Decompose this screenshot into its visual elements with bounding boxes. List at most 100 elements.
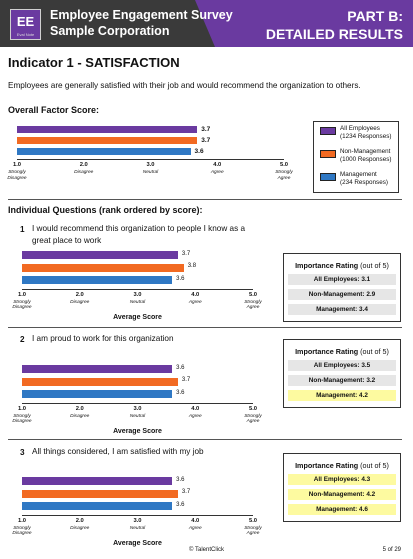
importance-title: Importance Rating (out of 5) <box>295 347 389 356</box>
tick-caption: Disagree <box>70 413 90 419</box>
legend-swatch-blue <box>320 173 336 181</box>
tick-caption: Strongly Disagree <box>7 170 27 181</box>
tick-caption: Strongly Disagree <box>12 299 32 311</box>
importance-row: Management: 4.6 <box>288 504 396 515</box>
legend: All Employees (1234 Responses) Non-Manag… <box>313 121 399 193</box>
tick-label: 1.0 <box>12 162 22 168</box>
tick-caption: Neutral <box>129 299 146 305</box>
question-divider <box>8 439 402 440</box>
bar <box>22 251 178 259</box>
bar-value: 3.6 <box>194 147 204 155</box>
question-divider <box>8 327 402 328</box>
bar <box>22 276 173 284</box>
tick-caption: Neutral <box>129 413 146 419</box>
bar-value: 3.7 <box>181 377 191 383</box>
bar <box>22 489 178 498</box>
legend-label-line1: All Employees <box>340 125 380 132</box>
question-number: 1 <box>20 225 25 234</box>
x-axis <box>17 159 284 160</box>
question-text: I am proud to work for this organization <box>32 334 174 343</box>
tick-label: 4.0 <box>191 517 200 524</box>
bar-value: 3.7 <box>201 125 211 133</box>
bar-value: 3.7 <box>201 136 211 144</box>
tick-label: 1.0 <box>17 291 27 298</box>
tick-caption: Strongly Disagree <box>12 413 32 425</box>
question-text: All things considered, I am satisfied wi… <box>32 447 204 456</box>
tick-label: 3.0 <box>146 162 155 168</box>
bar <box>22 477 173 485</box>
tick-caption: Neutral <box>129 525 146 531</box>
legend-label-line2: (1000 Responses) <box>340 156 392 163</box>
bar-value: 3.7 <box>181 489 191 495</box>
importance-box: Importance Rating (out of 5) All Employe… <box>283 339 401 408</box>
report-title: Employee Engagement Survey Sample Corpor… <box>50 8 233 39</box>
x-axis <box>22 288 253 290</box>
tick-caption: Agree <box>210 170 224 175</box>
tick-caption: Strongly Agree <box>275 170 293 181</box>
tick-caption: Strongly Agree <box>244 413 262 425</box>
tick-caption: Agree <box>188 525 202 531</box>
logo: EE Eval Note <box>10 9 41 40</box>
tick-label: 1.0 <box>17 517 27 524</box>
tick-caption: Strongly Disagree <box>12 525 32 537</box>
tick-caption: Strongly Agree <box>244 299 262 311</box>
tick-caption: Strongly Agree <box>244 525 262 537</box>
tick-label: 4.0 <box>191 291 200 298</box>
tick-caption: Disagree <box>74 170 94 175</box>
importance-row: Non-Management: 2.9 <box>288 289 396 300</box>
tick-label: 4.0 <box>213 162 222 168</box>
legend-label: All Employees (1234 Responses) <box>340 125 400 141</box>
tick-label: 5.0 <box>279 162 289 168</box>
x-axis <box>22 402 253 404</box>
question-number: 2 <box>20 335 25 344</box>
legend-label-line2: (234 Responses) <box>340 179 388 186</box>
bar <box>22 502 173 510</box>
importance-row: Management: 4.2 <box>288 390 396 401</box>
bar-value: 3.6 <box>176 501 185 508</box>
x-axis <box>22 514 253 516</box>
question-text-line1: I would recommend this organization to p… <box>32 224 245 233</box>
tick-label: 2.0 <box>75 291 84 298</box>
report-title-line1: Employee Engagement Survey <box>50 8 233 22</box>
tick-label: 3.0 <box>133 291 142 298</box>
logo-subtext: Eval Note <box>16 32 35 37</box>
question-number: 3 <box>20 448 25 457</box>
tick-caption: Disagree <box>70 525 90 531</box>
tick-caption: Agree <box>188 299 202 305</box>
axis-title: Average Score <box>113 427 162 435</box>
bar <box>22 263 184 272</box>
legend-label: Non-Management (1000 Responses) <box>340 148 400 164</box>
tick-label: 3.0 <box>133 517 142 524</box>
tick-label: 2.0 <box>79 162 88 168</box>
tick-label: 2.0 <box>75 405 84 412</box>
tick-label: 2.0 <box>75 517 84 524</box>
legend-label-line2: (1234 Responses) <box>340 133 392 140</box>
bar-value: 3.6 <box>176 476 185 483</box>
legend-swatch-orange <box>320 150 336 158</box>
bar-value: 3.6 <box>176 389 185 396</box>
importance-title: Importance Rating (out of 5) <box>295 261 389 270</box>
tick-caption: Neutral <box>142 170 159 175</box>
importance-row: All Employees: 3.1 <box>288 274 396 285</box>
indicator-description: Employees are generally satisfied with t… <box>8 81 361 90</box>
bar <box>22 377 178 386</box>
bar-value: 3.7 <box>181 250 191 257</box>
part-title: PART B: DETAILED RESULTS <box>266 7 403 43</box>
bar <box>17 137 198 144</box>
legend-label-line1: Management <box>340 171 377 178</box>
indicator-title: Indicator 1 - SATISFACTION <box>8 55 180 70</box>
tick-label: 5.0 <box>248 291 258 298</box>
logo-text: EE <box>16 14 35 29</box>
legend-swatch-purple <box>320 127 336 135</box>
importance-row: Management: 3.4 <box>288 304 396 315</box>
tick-label: 5.0 <box>248 405 258 412</box>
importance-row: All Employees: 3.5 <box>288 360 396 371</box>
tick-label: 4.0 <box>191 405 200 412</box>
part-title-line2: DETAILED RESULTS <box>265 26 403 42</box>
question-text: I would recommend this organization to p… <box>32 223 282 247</box>
importance-box: Importance Rating (out of 5) All Employe… <box>283 253 401 322</box>
header-band <box>0 0 413 47</box>
footer-copyright: © TalentClick <box>189 547 224 553</box>
importance-row: All Employees: 4.3 <box>288 474 396 485</box>
importance-row: Non-Management: 4.2 <box>288 489 396 500</box>
